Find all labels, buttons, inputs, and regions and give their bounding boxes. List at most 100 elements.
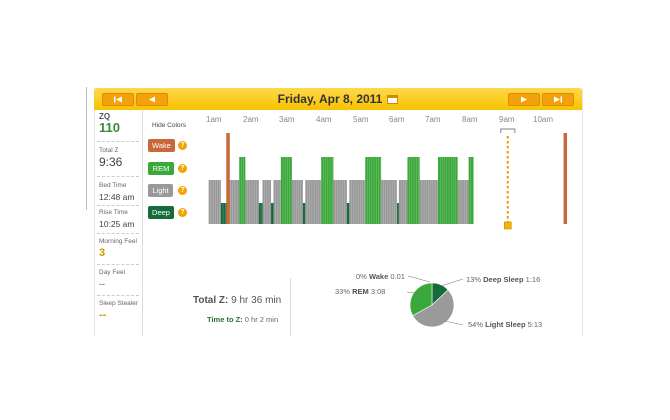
stat-separator [97, 264, 139, 265]
date-title: Friday, Apr 8, 2011 [94, 92, 582, 106]
arrow-right-icon [521, 96, 527, 103]
next-day-button[interactable] [508, 93, 540, 106]
sleep-segment-light [305, 180, 322, 224]
summary-total-z-value: 9 hr 36 min [231, 295, 282, 306]
stat-separator [97, 233, 139, 234]
rise-time-stat: Rise Time 10:25 am [99, 209, 134, 231]
hour-label: 3am [279, 115, 295, 124]
pie-label-deep: 13% Deep Sleep 1:16 [466, 275, 541, 284]
legend-light[interactable]: Light [148, 184, 173, 197]
bed-time-value: 12:48 am [99, 192, 135, 202]
first-day-button[interactable] [102, 93, 134, 106]
pie-label-wake: 0% Wake 0.01 [356, 272, 405, 281]
sleep-segment-rem [438, 157, 458, 224]
total-z-stat: Total Z 9:36 [99, 147, 122, 169]
stats-column: ZQ 110 Total Z 9:36 Bed Time 12:48 am Ri… [94, 110, 143, 336]
page-divider-line [86, 87, 87, 210]
rise-time-value: 10:25 am [99, 219, 135, 229]
sleep-segment-deep [271, 203, 274, 224]
summary-time-to-z: Time to Z: 0 hr 2 min [207, 315, 278, 324]
skip-back-icon [114, 96, 122, 103]
total-z-label: Total Z [99, 147, 119, 154]
sleep-stealer-value[interactable]: -- [99, 309, 107, 321]
pie-leader-lines [406, 275, 464, 326]
day-feel-value[interactable]: -- [99, 279, 105, 289]
help-icon[interactable]: ? [178, 186, 187, 195]
sleep-segment-light [262, 180, 272, 224]
pie-label-rem: 33% REM 3:08 [335, 287, 386, 296]
date-header: Friday, Apr 8, 2011 [94, 88, 582, 110]
last-day-button[interactable] [542, 93, 574, 106]
sleep-segment-rem [468, 157, 474, 224]
summary-total-z-label: Total Z: [193, 295, 229, 306]
sleep-stealer-label: Sleep Stealer [99, 300, 139, 307]
legend-wake[interactable]: Wake [148, 139, 175, 152]
total-z-value: 9:36 [99, 155, 123, 169]
summary-divider [290, 278, 291, 336]
sleep-segment-rem [280, 157, 292, 224]
stat-separator [97, 141, 139, 142]
sleep-segment-deep [258, 203, 263, 224]
sleep-segment-deep [346, 203, 350, 224]
sleep-segment-light [333, 180, 347, 224]
timeline-marker[interactable] [500, 128, 516, 230]
day-feel-stat: Day Feel -- [99, 269, 125, 291]
arrow-left-icon [149, 96, 155, 103]
sleep-segment-light [228, 180, 240, 224]
hide-colors-link[interactable]: Hide Colors [152, 122, 186, 129]
pie-slice-rem [409, 282, 433, 317]
summary-time-to-z-label: Time to Z: [207, 315, 243, 324]
sleep-segment-light [398, 180, 408, 224]
sleep-segment-light [208, 180, 221, 224]
sleep-segment-light [245, 180, 259, 224]
rise-time-label: Rise Time [99, 209, 128, 216]
sleep-segment-light [273, 180, 281, 224]
sleep-segment-light [419, 180, 439, 224]
pie-slice-light-sleep [412, 289, 455, 328]
sleep-segment-rem [239, 157, 246, 224]
sleep-segment-light [457, 180, 469, 224]
hypnogram-chart [208, 128, 568, 230]
hour-label: 4am [316, 115, 332, 124]
sleep-segment-light [291, 180, 303, 224]
bed-time-stat: Bed Time 12:48 am [99, 182, 134, 204]
summary-time-to-z-value: 0 hr 2 min [244, 315, 279, 324]
legend-deep[interactable]: Deep [148, 206, 174, 219]
date-label: Friday, Apr 8, 2011 [277, 92, 383, 106]
hour-label: 1am [206, 115, 222, 124]
sleep-segment-rem [407, 157, 420, 224]
sleep-segment-deep [302, 203, 306, 224]
zq-stat: ZQ 110 [99, 113, 120, 135]
summary-total-z: Total Z: 9 hr 36 min [193, 295, 281, 306]
sleep-segment-deep [397, 203, 399, 224]
stat-separator [97, 295, 139, 296]
calendar-icon[interactable] [387, 95, 399, 104]
help-icon[interactable]: ? [178, 208, 187, 217]
morning-feel-stat: Morning Feel 3 [99, 238, 137, 260]
hour-label: 5am [353, 115, 369, 124]
wake-marker [563, 133, 568, 224]
sleep-segment-rem [321, 157, 334, 224]
sleep-pie-chart [409, 282, 455, 328]
zq-value: 110 [99, 120, 120, 135]
help-icon[interactable]: ? [178, 164, 187, 173]
legend-rem[interactable]: REM [148, 162, 174, 175]
previous-day-button[interactable] [136, 93, 168, 106]
sleep-segment-light [349, 180, 366, 224]
pie-label-light: 54% Light Sleep 5:13 [468, 320, 543, 329]
sleep-stealer-stat: Sleep Stealer -- [99, 300, 138, 322]
bed-time-label: Bed Time [99, 182, 127, 189]
morning-feel-value[interactable]: 3 [99, 247, 106, 259]
hour-label: 10am [533, 115, 554, 124]
skip-forward-icon [554, 96, 562, 103]
help-icon[interactable]: ? [178, 141, 187, 150]
hour-label: 7am [425, 115, 441, 124]
hour-label: 2am [243, 115, 259, 124]
wake-marker [226, 133, 230, 224]
day-feel-label: Day Feel [99, 269, 126, 276]
sleep-segment-rem [365, 157, 382, 224]
zq-label: ZQ [99, 112, 111, 121]
morning-feel-label: Morning Feel [99, 238, 137, 245]
hour-label: 9am [499, 115, 515, 124]
stat-separator [97, 205, 139, 206]
